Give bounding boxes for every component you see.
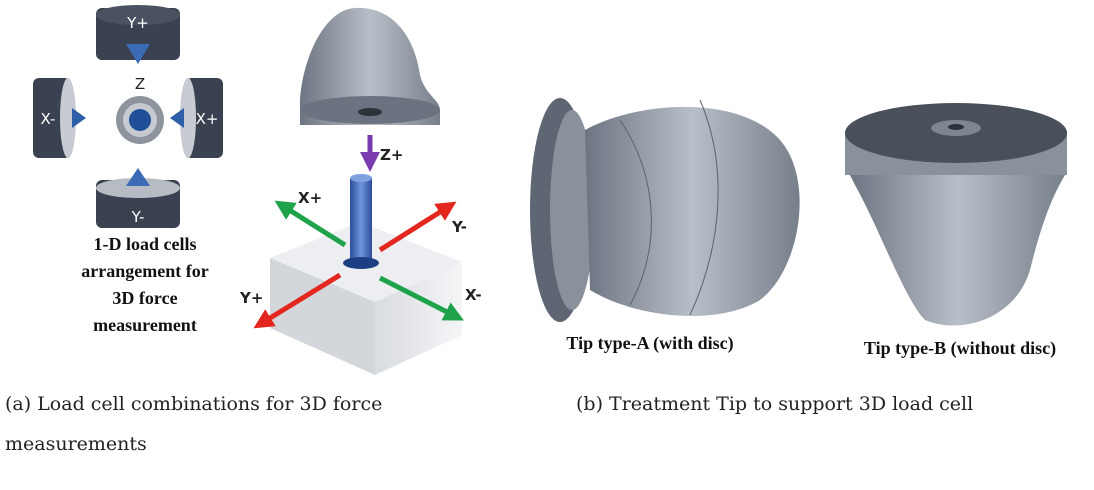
axis-label: Z+ (380, 146, 403, 164)
load-cells: Y+ Y- X- X+ Z (33, 5, 223, 228)
tip-label: Tip type-B (without disc) (864, 338, 1056, 359)
description: 1-D load cells arrangement for 3D force … (81, 234, 208, 335)
tip-a (530, 98, 800, 322)
axis-label: X+ (298, 189, 322, 207)
cell-label: Y+ (126, 14, 149, 32)
caption: (b) Treatment Tip to support 3D load cel… (576, 384, 1076, 424)
tip-b (845, 103, 1067, 326)
tip-label: Tip type-A (with disc) (566, 333, 733, 354)
figure: Y+ Y- X- X+ Z 1-D load cells arrangement… (0, 0, 1094, 490)
description-line: arrangement for (81, 261, 208, 281)
description-line: measurement (93, 315, 197, 335)
caption: (a) Load cell combinations for 3D force … (5, 384, 445, 464)
axis-label: Y+ (239, 289, 263, 307)
description-line: 1-D load cells (94, 234, 197, 254)
axis-label: Y- (451, 218, 467, 236)
cell-label: Y- (131, 208, 145, 226)
test-setup: Z+ X+ Y- Y+ X- (239, 8, 482, 375)
cell-label: X+ (196, 110, 219, 128)
description-line: 3D force (112, 288, 177, 308)
cell-label: X- (41, 110, 56, 128)
axis-label: X- (465, 286, 482, 304)
cell-label: Z (135, 75, 145, 93)
